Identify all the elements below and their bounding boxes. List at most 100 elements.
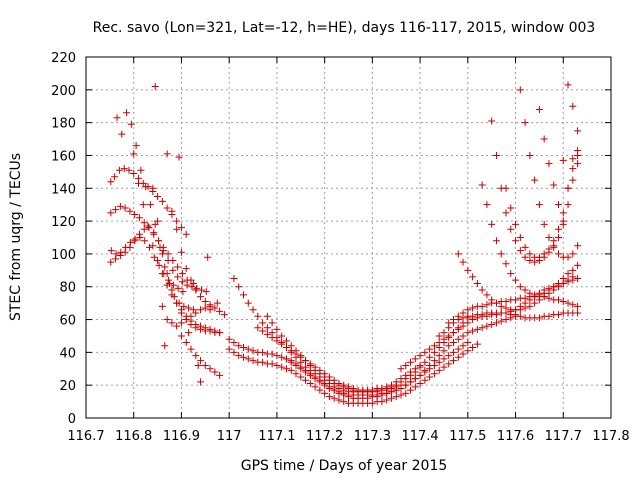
data-point-sat-b bbox=[178, 270, 186, 278]
data-point-sat-o bbox=[340, 383, 348, 391]
data-point-sat-u bbox=[512, 276, 520, 284]
data-point-sat-s bbox=[454, 312, 462, 320]
data-point-sat-n bbox=[411, 368, 419, 376]
data-point-sat-l bbox=[282, 365, 290, 373]
data-point-scatter-outliers bbox=[189, 279, 197, 287]
data-point-sat-i bbox=[216, 307, 224, 315]
data-point-sat-n bbox=[235, 283, 243, 291]
data-point-sat-n bbox=[416, 363, 424, 371]
data-point-sat-e bbox=[185, 304, 193, 312]
data-point-sat-y bbox=[550, 181, 558, 189]
x-tick-label: 117.6 bbox=[497, 429, 534, 444]
data-point-sat-y bbox=[569, 102, 577, 110]
data-point-sat-k bbox=[278, 353, 286, 361]
data-point-sat-e bbox=[156, 243, 164, 251]
data-point-sat-t bbox=[564, 276, 572, 284]
data-point-sat-v bbox=[507, 225, 515, 233]
data-point-sat-r bbox=[516, 312, 524, 320]
data-point-sat-o bbox=[311, 366, 319, 374]
data-point-sat-r bbox=[440, 329, 448, 337]
data-point-sat-p bbox=[440, 347, 448, 355]
data-point-sat-i bbox=[211, 304, 219, 312]
data-point-sat-s bbox=[469, 304, 477, 312]
data-point-sat-x bbox=[550, 243, 558, 251]
data-point-sat-c bbox=[165, 276, 173, 284]
plot-frame bbox=[85, 56, 612, 419]
data-point-sat-w bbox=[574, 127, 582, 135]
data-point-sat-k bbox=[225, 335, 233, 343]
data-point-sat-r bbox=[574, 309, 582, 317]
data-point-sat-i bbox=[197, 293, 205, 301]
data-point-sat-f bbox=[130, 150, 138, 158]
data-point-sat-k bbox=[440, 355, 448, 363]
data-point-sat-d bbox=[150, 229, 158, 237]
data-point-sat-g bbox=[206, 327, 214, 335]
data-point-sat-p bbox=[502, 316, 510, 324]
data-point-sat-d bbox=[121, 248, 129, 256]
data-point-sat-d bbox=[155, 237, 163, 245]
axis-ticks: 116.7 116.8 116.9 117 117.1 117.2 117.3 117.4 11… bbox=[51, 51, 629, 444]
data-point-sat-n bbox=[402, 375, 410, 383]
data-point-sat-p bbox=[340, 389, 348, 397]
data-point-sat-e bbox=[142, 183, 150, 191]
data-point-sat-t bbox=[502, 304, 510, 312]
data-point-sat-j bbox=[187, 345, 195, 353]
data-point-sat-q bbox=[430, 342, 438, 350]
data-point-sat-s bbox=[574, 302, 582, 310]
data-point-sat-n bbox=[268, 329, 276, 337]
data-point-sat-e bbox=[137, 166, 145, 174]
data-point-sat-h bbox=[177, 319, 185, 327]
data-point-sat-x bbox=[545, 234, 553, 241]
data-point-sat-q bbox=[440, 335, 448, 343]
data-point-sat-e bbox=[123, 109, 131, 117]
data-point-sat-l bbox=[311, 383, 319, 391]
data-point-sat-t bbox=[464, 266, 472, 274]
data-point-sat-p bbox=[306, 371, 314, 379]
data-point-sat-s bbox=[564, 299, 572, 307]
data-point-sat-q bbox=[435, 339, 443, 347]
data-point-sat-x bbox=[535, 201, 543, 209]
data-point-sat-g bbox=[177, 309, 185, 317]
data-point-sat-q bbox=[445, 332, 453, 340]
data-point-sat-v bbox=[492, 151, 500, 159]
data-point-sat-n bbox=[259, 319, 267, 327]
data-point-sat-l bbox=[469, 343, 477, 351]
data-point-sat-t bbox=[531, 299, 539, 307]
data-point-sat-d bbox=[202, 288, 210, 296]
data-point-sat-a bbox=[130, 170, 138, 178]
data-point-sat-s bbox=[521, 294, 529, 302]
data-point-sat-k bbox=[259, 348, 267, 356]
data-point-sat-c bbox=[169, 281, 177, 289]
data-point-sat-d bbox=[116, 252, 124, 260]
data-point-sat-n bbox=[244, 299, 252, 307]
data-point-sat-h bbox=[182, 316, 190, 324]
data-point-sat-d bbox=[193, 284, 201, 292]
data-point-sat-s bbox=[569, 301, 577, 309]
data-point-sat-v bbox=[526, 256, 534, 264]
data-point-sat-a bbox=[177, 224, 185, 232]
data-point-sat-x bbox=[516, 86, 524, 94]
data-point-sat-p bbox=[430, 357, 438, 365]
data-point-sat-q bbox=[450, 329, 457, 337]
data-point-sat-r bbox=[535, 314, 543, 322]
data-point-sat-k bbox=[240, 343, 247, 351]
data-point-sat-l bbox=[378, 398, 386, 406]
x-tick-label: 116.7 bbox=[67, 429, 104, 444]
data-point-sat-p bbox=[459, 332, 467, 340]
data-point-sat-s bbox=[555, 296, 562, 304]
data-point-sat-l bbox=[259, 358, 267, 366]
data-point-sat-x bbox=[574, 242, 582, 250]
data-point-sat-p bbox=[497, 317, 505, 325]
data-point-sat-p bbox=[473, 325, 481, 333]
data-point-sat-y bbox=[574, 147, 582, 155]
y-tick-label: 100 bbox=[51, 248, 76, 263]
data-point-sat-l bbox=[316, 386, 324, 394]
data-point-sat-b bbox=[112, 206, 120, 214]
data-point-sat-u bbox=[535, 291, 543, 299]
data-point-sat-n bbox=[273, 334, 281, 342]
data-point-sat-l bbox=[302, 376, 310, 384]
data-point-sat-n bbox=[278, 339, 286, 347]
data-point-sat-p bbox=[411, 375, 419, 383]
data-point-sat-l bbox=[445, 360, 453, 368]
